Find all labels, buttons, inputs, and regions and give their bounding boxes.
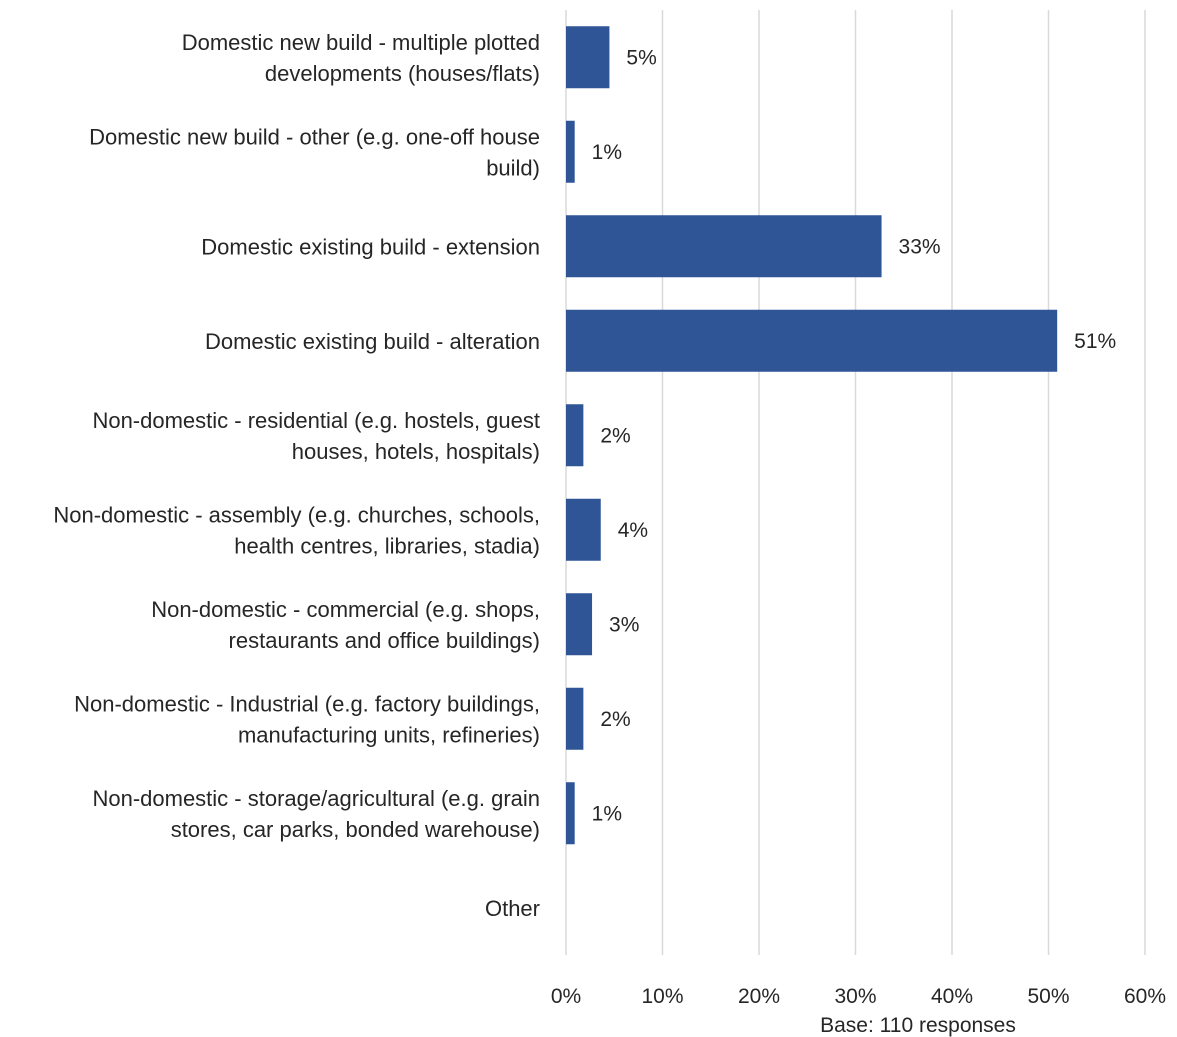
bar [566,215,882,278]
data-labels: 5% 1% 33% 51% 2% 4% 3% 2% 1% [592,46,1117,825]
x-tick-label: 40% [931,985,973,1008]
category-labels: Domestic new build - multiple plotted dev… [53,30,540,921]
data-label: 2% [600,708,630,731]
bar [566,498,601,561]
data-label: 3% [609,613,639,636]
bar [566,593,593,656]
gridlines [565,10,1146,955]
category-label: Domestic existing build - extension [201,234,540,259]
data-label: 2% [600,424,630,447]
category-label: Domestic existing build - alteration [205,329,540,354]
category-label: Non-domestic - assembly (e.g. churches, … [53,502,540,558]
bar [566,26,610,89]
bars [566,26,1058,845]
category-label: Non-domestic - Industrial (e.g. factory … [74,691,540,747]
base-note: Base: 110 responses [820,1014,1016,1037]
bar [566,120,575,183]
category-label: Domestic new build - multiple plotted dev… [182,30,540,86]
x-tick-label: 10% [641,985,683,1008]
x-tick-label: 50% [1027,985,1069,1008]
category-label: Domestic new build - other (e.g. one-off… [89,124,540,180]
category-label: Non-domestic - residential (e.g. hostels… [92,408,540,464]
x-tick-label: 0% [551,985,581,1008]
data-label: 5% [626,46,656,69]
bar [566,687,584,750]
bar [566,309,1058,372]
x-tick-label: 60% [1124,985,1166,1008]
category-label: Non-domestic - storage/agricultural (e.g… [92,786,540,842]
data-label: 4% [618,519,648,542]
data-label: 33% [899,235,941,258]
data-label: 51% [1074,330,1116,353]
x-axis-tick-labels: 0% 10% 20% 30% 40% 50% 60% [551,985,1166,1008]
x-tick-label: 30% [834,985,876,1008]
bar [566,404,584,467]
x-tick-label: 20% [738,985,780,1008]
data-label: 1% [592,141,622,164]
bar [566,782,575,845]
category-label: Non-domestic - commercial (e.g. shops, re… [151,597,540,653]
data-label: 1% [592,802,622,825]
category-label: Other [485,896,540,921]
